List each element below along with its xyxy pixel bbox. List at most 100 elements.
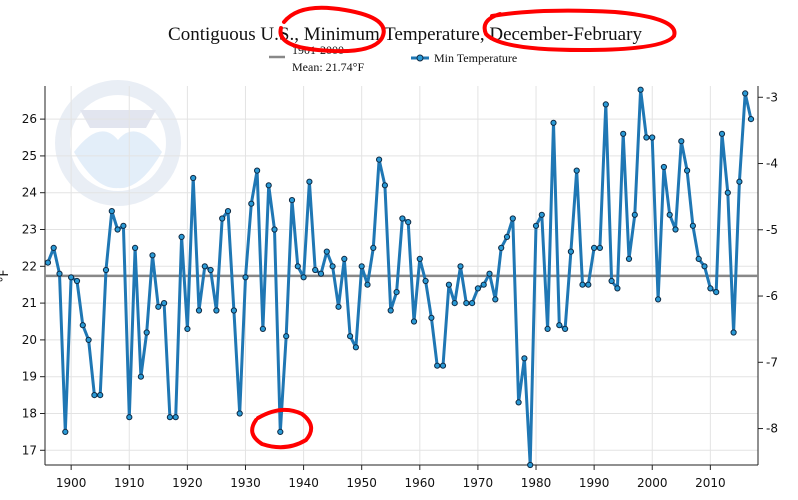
data-point-1985 xyxy=(562,325,569,332)
tick-labels: 1900 1910 1920 1930 1940 1950 1960 1970 1980 1990… xyxy=(22,90,778,490)
right-tick-label: -4 xyxy=(766,157,778,171)
data-point-2007 xyxy=(689,222,697,229)
data-point-1948 xyxy=(347,333,354,340)
data-point-1968 xyxy=(463,300,470,307)
data-point-1936 xyxy=(277,428,284,435)
data-point-1976 xyxy=(509,215,516,222)
data-point-1925 xyxy=(213,307,220,314)
x-tick-label: 1980 xyxy=(521,476,552,490)
x-tick-label: 1990 xyxy=(579,476,610,490)
annotation-circle-1 xyxy=(278,5,386,54)
x-tick-label: 1960 xyxy=(405,476,436,490)
data-point-1962 xyxy=(428,314,435,321)
chart-title: Contiguous U.S., Minimum Temperature, De… xyxy=(168,24,642,45)
data-point-1954 xyxy=(381,182,388,189)
annotation-circle-2 xyxy=(482,8,677,53)
data-point-1944 xyxy=(323,248,330,255)
data-point-2013 xyxy=(724,189,731,196)
left-tick-label: 22 xyxy=(22,259,37,273)
data-point-2011 xyxy=(713,289,720,296)
data-point-1969 xyxy=(469,300,476,307)
data-point-1939 xyxy=(294,263,301,270)
data-point-1926 xyxy=(219,215,226,222)
data-point-2002 xyxy=(660,163,668,171)
right-tick-label: -6 xyxy=(766,289,778,303)
data-point-1938 xyxy=(288,197,296,204)
data-point-1940 xyxy=(300,274,307,281)
data-point-1902 xyxy=(79,322,86,329)
data-point-2004 xyxy=(672,226,679,233)
data-point-1942 xyxy=(312,266,319,274)
data-point-1933 xyxy=(259,325,266,332)
data-point-1912 xyxy=(137,373,144,380)
data-point-1979 xyxy=(527,461,534,469)
data-point-1919 xyxy=(178,233,185,240)
data-point-1914 xyxy=(149,252,156,259)
data-point-1943 xyxy=(317,270,325,277)
data-point-1980 xyxy=(532,222,540,229)
annotation-circle-3 xyxy=(250,407,314,450)
data-point-1982 xyxy=(544,325,551,332)
data-point-1924 xyxy=(207,266,214,274)
data-point-1917 xyxy=(166,414,173,421)
data-point-1903 xyxy=(85,336,92,343)
data-point-2014 xyxy=(730,329,737,336)
data-point-2006 xyxy=(684,167,691,174)
left-tick-label: 24 xyxy=(22,186,37,200)
data-point-2000 xyxy=(649,134,656,141)
data-point-1971 xyxy=(480,281,487,288)
data-point-1981 xyxy=(538,211,545,218)
data-point-1977 xyxy=(515,399,522,406)
x-tick-label: 1900 xyxy=(56,476,87,490)
data-point-1946 xyxy=(335,303,342,310)
data-point-1961 xyxy=(422,277,429,285)
left-tick-label: 25 xyxy=(22,149,37,163)
red-annotation-circles xyxy=(250,5,677,450)
data-point-1951 xyxy=(364,281,371,288)
data-point-1949 xyxy=(352,344,359,351)
data-point-1988 xyxy=(579,281,586,288)
data-point-1965 xyxy=(445,281,452,288)
data-point-1960 xyxy=(416,255,423,262)
series-line-min-temperature xyxy=(46,88,753,467)
data-point-1953 xyxy=(376,156,383,163)
data-point-1992 xyxy=(602,101,609,108)
data-point-1931 xyxy=(248,200,255,207)
right-tick-label: -7 xyxy=(766,355,778,369)
x-tick-label: 1940 xyxy=(288,476,319,490)
y-axis-label: °F xyxy=(0,269,11,282)
data-point-1986 xyxy=(567,248,575,255)
data-point-2001 xyxy=(655,296,662,303)
data-point-2015 xyxy=(736,178,743,185)
series-group xyxy=(44,86,755,469)
data-point-1990 xyxy=(591,244,598,251)
data-point-1935 xyxy=(271,226,278,233)
right-tick-label: -5 xyxy=(766,223,778,237)
data-point-1898 xyxy=(56,270,63,277)
data-point-1966 xyxy=(451,300,458,307)
data-point-1958 xyxy=(405,219,412,226)
data-point-1964 xyxy=(439,362,447,369)
right-tick-label: -3 xyxy=(766,90,778,104)
data-point-1994 xyxy=(614,285,621,292)
legend-series-marker xyxy=(416,54,424,62)
data-point-1918 xyxy=(172,414,179,421)
right-tick-label: -8 xyxy=(766,422,778,436)
data-point-1908 xyxy=(114,226,121,233)
data-point-1904 xyxy=(91,392,98,399)
legend-mean-label-value: Mean: 21.74°F xyxy=(292,60,364,74)
data-point-1932 xyxy=(254,167,261,174)
data-point-2008 xyxy=(695,255,702,262)
data-point-1905 xyxy=(97,392,104,399)
data-point-1957 xyxy=(399,215,406,222)
x-tick-label: 1950 xyxy=(346,476,377,490)
data-point-2005 xyxy=(678,138,685,145)
data-point-1900 xyxy=(68,274,75,281)
data-point-1897 xyxy=(50,244,57,251)
data-point-1921 xyxy=(190,174,197,182)
data-point-1947 xyxy=(341,255,348,262)
data-point-1993 xyxy=(608,277,615,285)
data-point-1975 xyxy=(503,233,511,240)
data-point-1999 xyxy=(643,134,650,141)
data-point-1956 xyxy=(393,289,400,296)
